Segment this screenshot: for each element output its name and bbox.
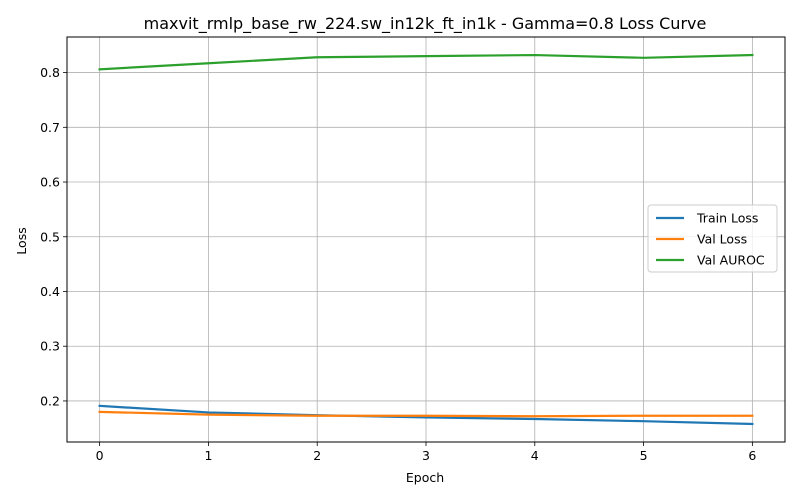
y-tick-label: 0.8 — [40, 65, 60, 80]
x-tick-label: 5 — [640, 448, 648, 463]
y-tick-label: 0.7 — [40, 120, 60, 135]
x-tick-label: 2 — [313, 448, 321, 463]
y-tick-label: 0.6 — [40, 175, 60, 190]
legend-label-train-loss: Train Loss — [696, 211, 758, 226]
x-tick-label: 6 — [748, 448, 756, 463]
legend-label-val-loss: Val Loss — [697, 232, 747, 247]
val-loss-line — [98, 410, 754, 418]
legend-label-val-auroc: Val AUROC — [697, 253, 765, 268]
x-tick-label: 1 — [204, 448, 212, 463]
x-tick-label: 3 — [422, 448, 430, 463]
legend: Train Loss Val Loss Val AUROC — [647, 204, 778, 273]
y-tick-label: 0.3 — [40, 339, 60, 354]
x-axis-ticks: 0 1 2 3 4 5 6 — [96, 442, 756, 463]
y-tick-label: 0.5 — [40, 229, 60, 244]
y-tick-label: 0.4 — [40, 284, 60, 299]
x-tick-label: 4 — [531, 448, 539, 463]
legend-box — [647, 204, 778, 273]
y-axis-ticks: 0.2 0.3 0.4 0.5 0.6 0.7 0.8 — [40, 65, 67, 408]
val-auroc-line — [98, 53, 754, 71]
y-axis-label: Loss — [14, 227, 29, 254]
x-axis-label: Epoch — [406, 470, 444, 485]
y-tick-label: 0.2 — [40, 393, 60, 408]
chart-title: maxvit_rmlp_base_rw_224.sw_in12k_ft_in1k… — [144, 14, 707, 34]
series-lines — [98, 53, 754, 426]
x-tick-label: 0 — [96, 448, 104, 463]
train-loss-line — [98, 404, 754, 426]
